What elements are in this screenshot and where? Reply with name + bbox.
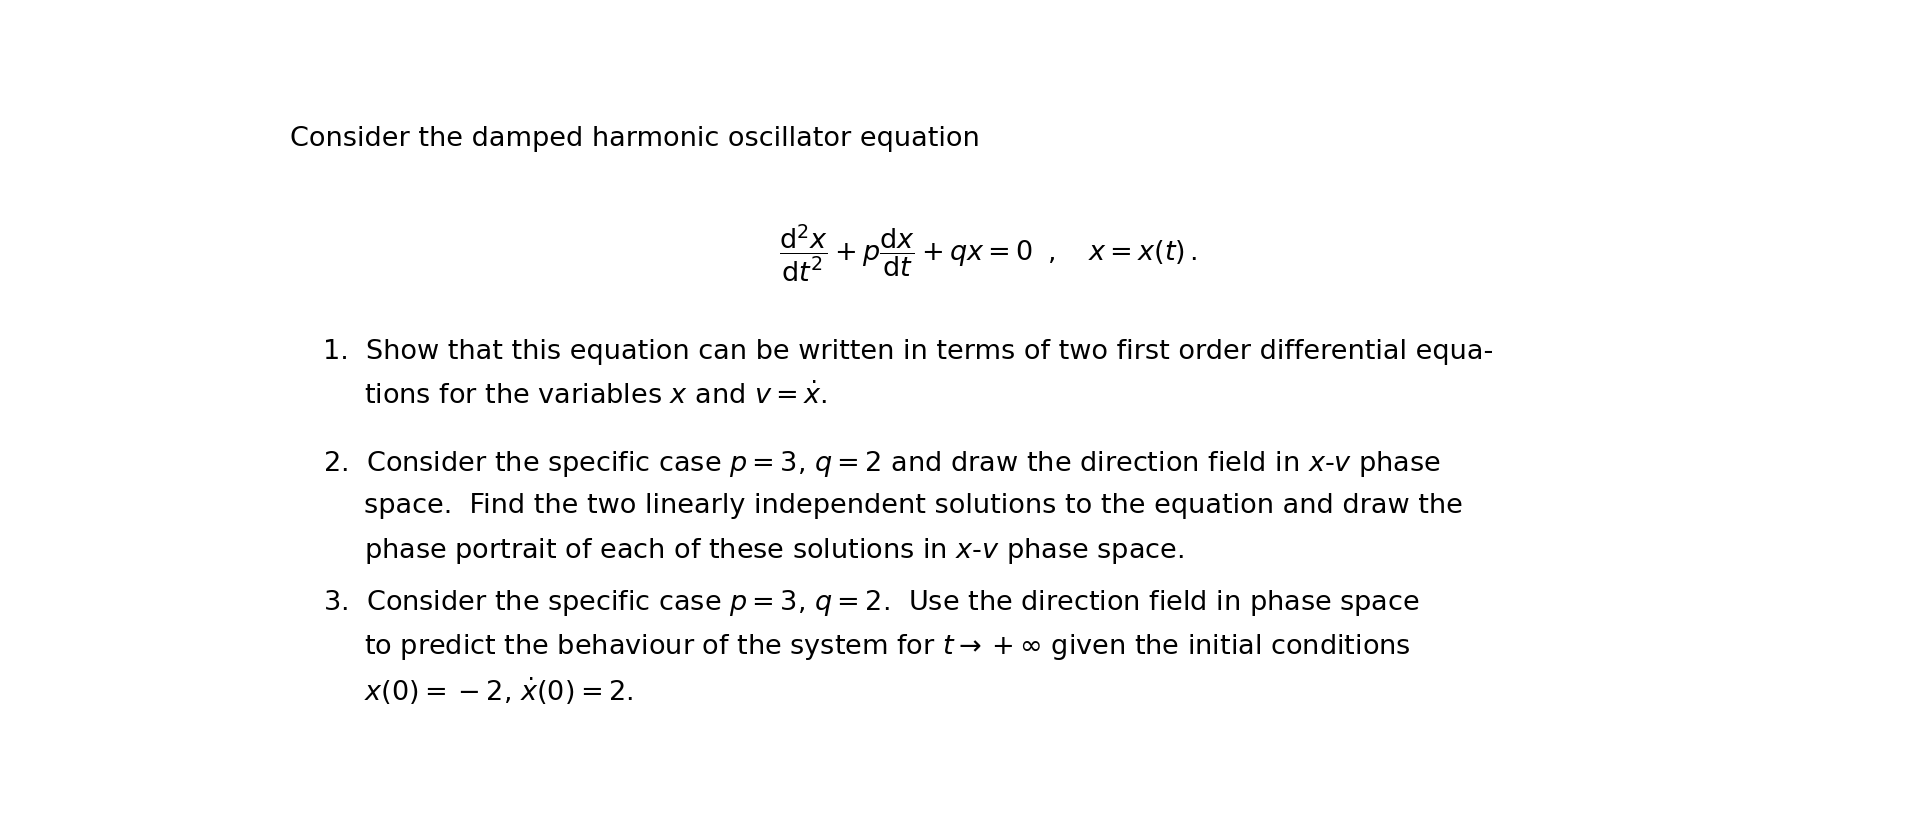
Text: phase portrait of each of these solutions in $x$-$v$ phase space.: phase portrait of each of these solution… — [365, 536, 1184, 567]
Text: space.  Find the two linearly independent solutions to the equation and draw the: space. Find the two linearly independent… — [365, 492, 1462, 519]
Text: 3.  Consider the specific case $p = 3$, $q = 2$.  Use the direction field in pha: 3. Consider the specific case $p = 3$, $… — [324, 588, 1420, 618]
Text: 2.  Consider the specific case $p = 3$, $q = 2$ and draw the direction field in : 2. Consider the specific case $p = 3$, $… — [324, 449, 1441, 479]
Text: 1.  Show that this equation can be written in terms of two first order different: 1. Show that this equation can be writte… — [324, 339, 1493, 365]
Text: Consider the damped harmonic oscillator equation: Consider the damped harmonic oscillator … — [291, 126, 980, 152]
Text: to predict the behaviour of the system for $t \rightarrow +\infty$ given the ini: to predict the behaviour of the system f… — [365, 632, 1410, 662]
Text: $\dfrac{\mathrm{d}^2x}{\mathrm{d}t^2} + p\dfrac{\mathrm{d}x}{\mathrm{d}t} + qx =: $\dfrac{\mathrm{d}^2x}{\mathrm{d}t^2} + … — [779, 223, 1198, 285]
Text: tions for the variables $x$ and $v = \dot{x}$.: tions for the variables $x$ and $v = \do… — [365, 383, 828, 410]
Text: $x(0) = -2$, $\dot{x}(0) = 2$.: $x(0) = -2$, $\dot{x}(0) = 2$. — [365, 676, 633, 707]
